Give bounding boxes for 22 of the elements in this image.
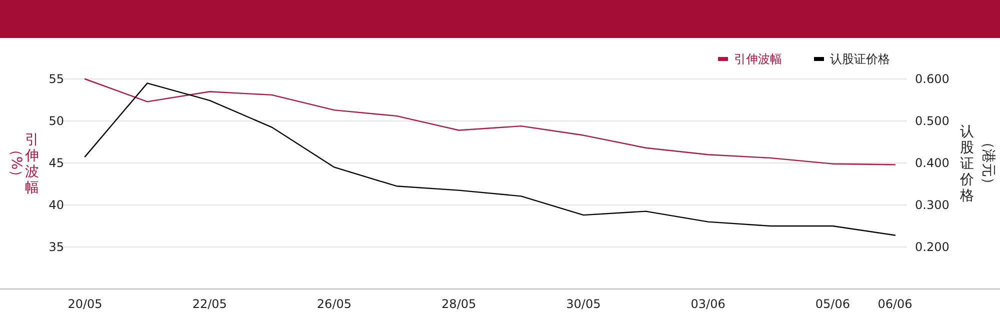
- line-series: [84, 78, 896, 166]
- x-tick-label: 26/05: [316, 297, 352, 311]
- y2-tick-label: 0.600: [915, 72, 950, 86]
- y2-tick-label: 0.300: [915, 198, 950, 212]
- y2-tick-label: 0.400: [915, 156, 950, 170]
- y-tick-label: 35: [48, 240, 64, 254]
- x-tick-label: 03/06: [690, 297, 726, 311]
- x-tick-label: 20/05: [68, 297, 102, 311]
- line-series: [84, 82, 896, 236]
- x-tick-label: 30/05: [566, 297, 601, 311]
- x-tick-label: 22/05: [192, 297, 227, 311]
- x-tick-label: 28/05: [442, 297, 476, 311]
- legend-label: 认股证价格: [830, 52, 890, 66]
- y-tick-label: 45: [48, 156, 64, 170]
- y2-tick-label: 0.500: [915, 114, 950, 128]
- x-tick-label: 06/06: [878, 297, 912, 311]
- x-tick-label: 05/06: [815, 297, 850, 311]
- y-tick-label: 50: [48, 114, 64, 128]
- y-tick-label: 40: [48, 198, 64, 212]
- y-tick-label: 55: [48, 72, 64, 86]
- y2-tick-label: 0.200: [915, 240, 950, 254]
- legend-label: 引伸波幅: [734, 52, 782, 66]
